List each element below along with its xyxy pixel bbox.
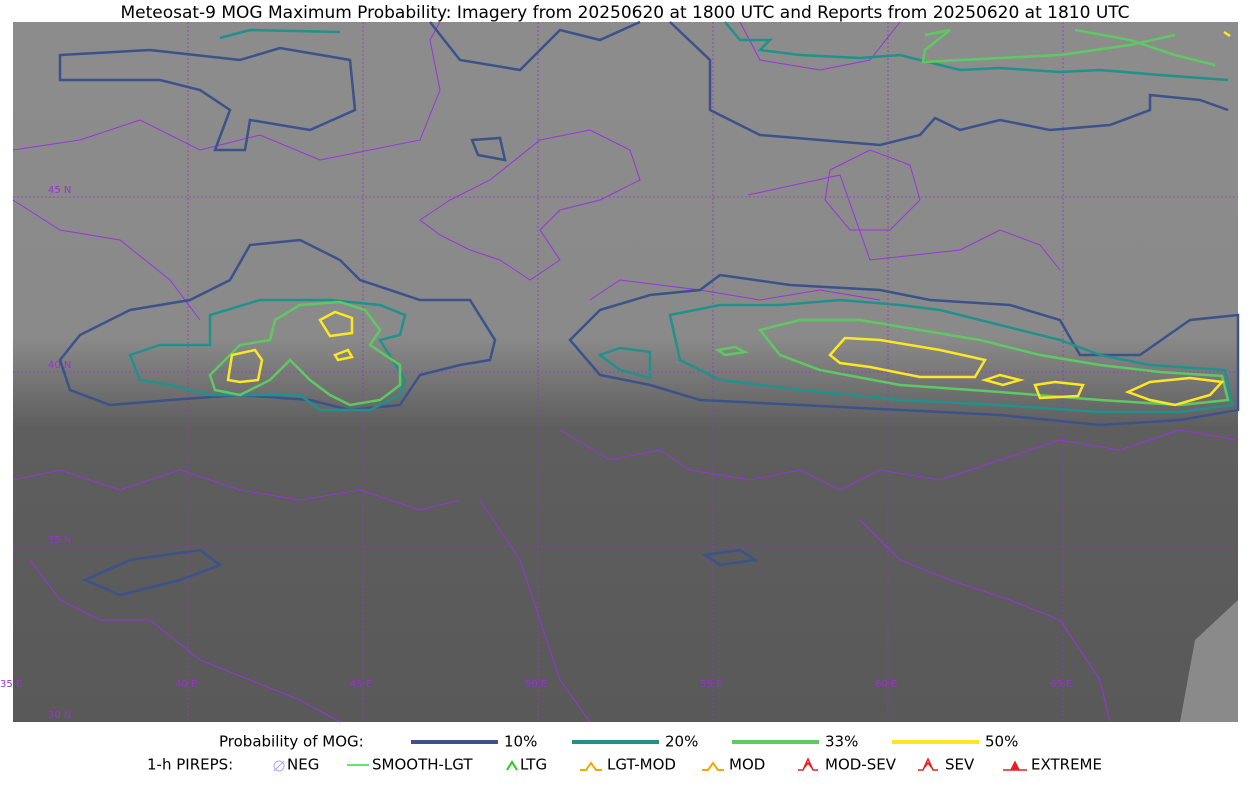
- lon-label: 50 E: [525, 679, 547, 690]
- icon-part: [506, 760, 518, 771]
- lat-label: 35 N: [48, 535, 71, 546]
- icon-part: [580, 761, 602, 771]
- lat-label: 40 N: [48, 360, 71, 371]
- legend-label: NEG: [287, 756, 319, 774]
- legend-label: MOD: [729, 756, 765, 774]
- lon-label: 35 E: [0, 679, 22, 690]
- bright-area: [1180, 600, 1238, 722]
- legend-icon: [1003, 760, 1027, 771]
- legend-label: SEV: [945, 756, 975, 774]
- lon-label: 60 E: [875, 679, 897, 690]
- legend-icon: [918, 757, 938, 771]
- legend-label: MOD-SEV: [825, 756, 897, 774]
- legend-title: 1-h PIREPS:: [147, 756, 233, 774]
- legend-label: 50%: [985, 733, 1018, 751]
- lon-label: 40 E: [175, 679, 197, 690]
- lon-label: 55 E: [700, 679, 722, 690]
- legend-title: Probability of MOG:: [219, 733, 364, 751]
- icon-part: [923, 761, 933, 769]
- lat-label: 30 N: [48, 710, 71, 721]
- legend-label: LGT-MOD: [607, 756, 676, 774]
- legend-label: SMOOTH-LGT: [372, 756, 473, 774]
- icon-part: [798, 757, 818, 771]
- lon-label: 45 E: [350, 679, 372, 690]
- legend-icon: [273, 760, 285, 772]
- borders: [12, 21, 1239, 723]
- icon-part: [702, 761, 724, 771]
- legend-icon: [580, 761, 602, 771]
- legend: Probability of MOG: 1-h PIREPS: 10% 20% 33…: [147, 733, 1102, 774]
- legend-icon: [506, 760, 518, 771]
- grid: [13, 22, 1238, 722]
- legend-label: 20%: [665, 733, 698, 751]
- legend-label: EXTREME: [1031, 756, 1102, 774]
- lon-label: 65 E: [1050, 679, 1072, 690]
- legend-icon: [798, 757, 818, 771]
- lat-label: 45 N: [48, 185, 71, 196]
- map: 45 N 40 N 35 N 30 N 35 E 40 E 45 E 50 E …: [0, 20, 1240, 723]
- icon-part: [803, 761, 813, 769]
- icon-part: [273, 760, 285, 772]
- legend-label: 10%: [504, 733, 537, 751]
- legend-label: LTG: [520, 756, 547, 774]
- title: Meteosat-9 MOG Maximum Probability: Imag…: [120, 3, 1129, 23]
- icon-part: [918, 757, 938, 771]
- icon-part: [1003, 760, 1027, 771]
- icon-part: [273, 760, 285, 772]
- legend-icon: [702, 761, 724, 771]
- contours: [58, 20, 1240, 597]
- legend-label: 33%: [825, 733, 858, 751]
